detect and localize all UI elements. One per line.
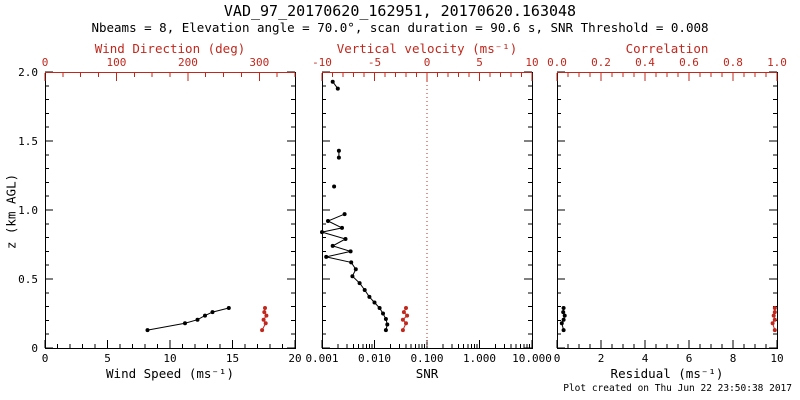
svg-text:0.0: 0.0 bbox=[547, 56, 567, 69]
series-wind-direction bbox=[260, 306, 269, 333]
svg-text:8: 8 bbox=[730, 352, 737, 365]
svg-text:0.5: 0.5 bbox=[18, 273, 38, 286]
svg-text:1.0: 1.0 bbox=[18, 204, 38, 217]
svg-text:0: 0 bbox=[42, 352, 49, 365]
svg-text:0: 0 bbox=[424, 56, 431, 69]
svg-text:300: 300 bbox=[249, 56, 269, 69]
plot-subtitle: Nbeams = 8, Elevation angle = 70.0°, sca… bbox=[91, 20, 709, 35]
svg-text:0: 0 bbox=[554, 352, 561, 365]
svg-text:0: 0 bbox=[31, 342, 38, 355]
residual-axis-label: Residual (ms⁻¹) bbox=[610, 366, 724, 381]
series-vertical-velocity bbox=[400, 306, 410, 333]
panel-residual: 0 2 4 6 8 10 0.0 0.2 0.4 0.6 0.8 1.0 bbox=[547, 56, 787, 365]
vertical-velocity-axis-label: Vertical velocity (ms⁻¹) bbox=[336, 41, 518, 56]
svg-text:0.001: 0.001 bbox=[305, 352, 338, 365]
series-snr-profile bbox=[320, 79, 390, 333]
svg-text:5: 5 bbox=[476, 56, 483, 69]
series-correlation bbox=[770, 306, 777, 333]
correlation-axis-label: Correlation bbox=[625, 41, 709, 56]
svg-text:0.8: 0.8 bbox=[723, 56, 743, 69]
svg-text:4: 4 bbox=[642, 352, 649, 365]
svg-text:0.2: 0.2 bbox=[591, 56, 611, 69]
svg-text:-10: -10 bbox=[312, 56, 332, 69]
svg-text:20: 20 bbox=[288, 352, 301, 365]
series-residual bbox=[559, 306, 567, 333]
svg-text:10: 10 bbox=[525, 56, 538, 69]
wind-speed-axis-label: Wind Speed (ms⁻¹) bbox=[106, 366, 234, 381]
svg-text:6: 6 bbox=[686, 352, 693, 365]
svg-text:-5: -5 bbox=[368, 56, 381, 69]
svg-text:1.5: 1.5 bbox=[18, 135, 38, 148]
series-wind-speed bbox=[145, 306, 231, 333]
plot-title: VAD_97_20170620_162951, 20170620.163048 bbox=[223, 2, 577, 20]
svg-text:10: 10 bbox=[163, 352, 176, 365]
svg-text:0.100: 0.100 bbox=[410, 352, 443, 365]
svg-text:1.000: 1.000 bbox=[463, 352, 496, 365]
svg-text:0.6: 0.6 bbox=[679, 56, 699, 69]
svg-text:15: 15 bbox=[226, 352, 239, 365]
svg-text:0.4: 0.4 bbox=[635, 56, 655, 69]
svg-text:10: 10 bbox=[770, 352, 783, 365]
snr-axis-label: SNR bbox=[415, 366, 439, 381]
plot-created-timestamp: Plot created on Thu Jun 22 23:50:38 2017 bbox=[563, 383, 792, 394]
svg-text:1.0: 1.0 bbox=[767, 56, 787, 69]
svg-text:2.0: 2.0 bbox=[18, 66, 38, 79]
wind-direction-axis-label: Wind Direction (deg) bbox=[94, 41, 246, 56]
svg-text:10.000: 10.000 bbox=[512, 352, 552, 365]
svg-text:100: 100 bbox=[106, 56, 126, 69]
svg-text:0: 0 bbox=[42, 56, 49, 69]
svg-text:5: 5 bbox=[104, 352, 111, 365]
panel-snr: 0.001 0.010 0.100 1.000 10.000 -10 -5 0 5 10 bbox=[305, 56, 551, 365]
svg-text:2: 2 bbox=[598, 352, 605, 365]
svg-text:0.010: 0.010 bbox=[358, 352, 391, 365]
svg-text:200: 200 bbox=[178, 56, 198, 69]
